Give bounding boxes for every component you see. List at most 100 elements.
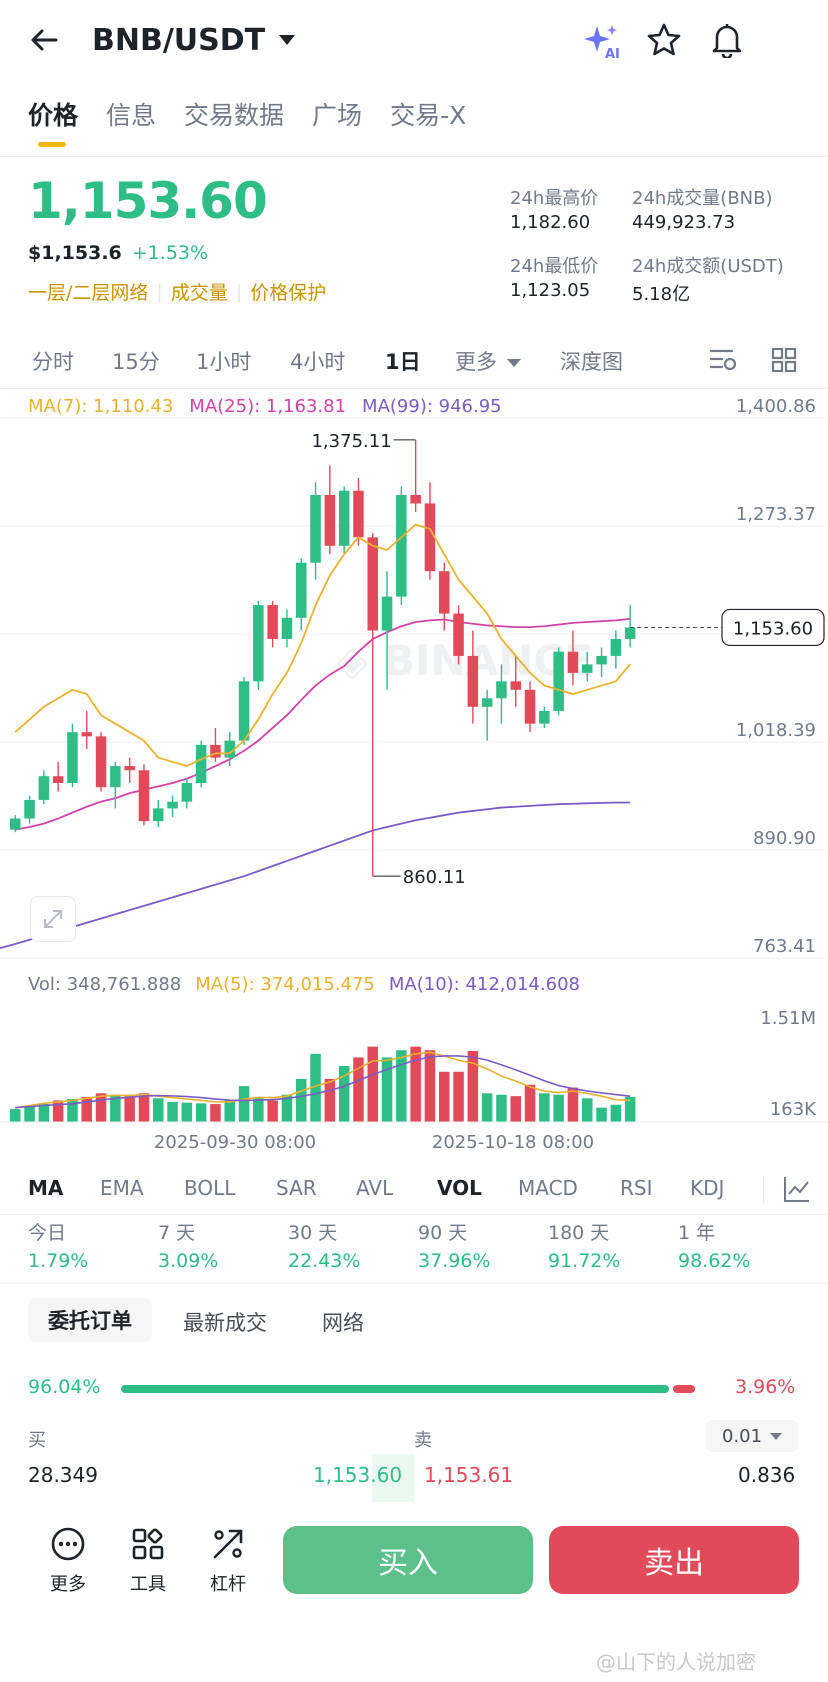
ma99-path	[0, 801, 631, 950]
back-arrow-icon[interactable]	[26, 22, 62, 58]
interval-4h[interactable]: 4小时	[290, 350, 346, 374]
volume-bar	[439, 1071, 450, 1122]
candle-body	[296, 562, 307, 618]
volume-bar	[410, 1046, 421, 1122]
indicator-macd[interactable]: MACD	[518, 1176, 578, 1200]
candle-body	[396, 494, 407, 597]
pair-selector[interactable]: BNB/USDT	[92, 18, 296, 62]
indicator-settings-icon[interactable]	[708, 346, 738, 379]
candle-body	[224, 740, 235, 758]
ai-label: AI	[605, 47, 620, 62]
price-chart[interactable]: ◈ BINANCE 1,400.861,273.371,145.881,018.…	[0, 390, 828, 970]
indicator-boll[interactable]: BOLL	[184, 1176, 236, 1200]
volume-bar	[424, 1050, 436, 1122]
indicator-vol[interactable]: VOL	[437, 1176, 482, 1200]
performance-label: 今日	[28, 1222, 67, 1244]
sell-button[interactable]: 卖出	[549, 1526, 799, 1594]
low-label: 24h最低价	[510, 256, 599, 277]
volume-bar	[481, 1093, 493, 1122]
volume-bar	[67, 1099, 78, 1122]
expand-icon[interactable]	[30, 896, 76, 942]
interval-15m[interactable]: 15分	[112, 350, 160, 374]
tag-volume[interactable]: 成交量	[170, 282, 228, 304]
tab-trade-x[interactable]: 交易-X	[390, 101, 467, 130]
tag-separator: |	[235, 280, 243, 303]
caret-down-icon	[507, 359, 521, 367]
indicator-ma[interactable]: MA	[28, 1176, 64, 1200]
volume-bar	[524, 1084, 536, 1122]
max-price-label: 1,375.11	[311, 431, 391, 452]
interval-1h[interactable]: 1小时	[196, 350, 252, 374]
indicator-avl[interactable]: AVL	[356, 1176, 394, 1200]
more-nav[interactable]: 更多	[40, 1526, 96, 1596]
order-tab-orderbook-label: 委托订单	[48, 1309, 132, 1333]
candle-body	[153, 808, 164, 822]
volume-bar	[467, 1050, 479, 1122]
order-tab-trades[interactable]: 最新成交	[183, 1311, 267, 1335]
ma25-legend: MA(25): 1,163.81	[189, 396, 347, 417]
ma99-legend: MA(99): 946.95	[362, 396, 502, 417]
vol-ma5-legend: MA(5): 374,015.475	[195, 974, 375, 995]
price-tick-label: 1,273.37	[736, 504, 816, 525]
indicator-sar[interactable]: SAR	[276, 1176, 317, 1200]
tab-trading-data[interactable]: 交易数据	[184, 101, 285, 130]
tab-price[interactable]: 价格	[28, 101, 79, 130]
volume-chart[interactable]: 1.51M 163K 2025-09-30 08:00 2025-10-18 08:0…	[0, 1000, 828, 1150]
chart-tool-icon[interactable]	[782, 1174, 812, 1209]
bell-icon[interactable]	[709, 20, 745, 60]
caret-down-icon	[279, 35, 296, 45]
volume-bar	[167, 1101, 178, 1122]
indicator-rsi[interactable]: RSI	[620, 1176, 653, 1200]
candle-body	[338, 490, 350, 546]
divider	[0, 1214, 828, 1215]
interval-more-label: 更多	[455, 350, 497, 374]
candle-body	[381, 596, 393, 631]
performance-row: 今日 1.79% 7 天 3.09% 30 天 22.43% 90 天 37.96% 180 天…	[0, 1218, 828, 1278]
volume-bar	[624, 1096, 636, 1122]
tag-layer-network[interactable]: 一层/二层网络	[28, 282, 149, 304]
interval-line[interactable]: 分时	[32, 350, 74, 374]
volume-tick-label: 1.51M	[760, 1008, 816, 1029]
tag-price-protection[interactable]: 价格保护	[250, 282, 327, 304]
candle-body	[281, 617, 293, 639]
candle-body	[110, 766, 121, 788]
vol-bnb-value: 449,923.73	[632, 212, 736, 233]
tab-square[interactable]: 广场	[312, 101, 363, 130]
indicator-kdj[interactable]: KDJ	[690, 1176, 725, 1200]
interval-more[interactable]: 更多	[455, 346, 521, 376]
volume-bar	[539, 1093, 550, 1122]
order-tab-orderbook[interactable]: 委托订单	[28, 1298, 152, 1342]
ask-price[interactable]: 1,153.61	[424, 1463, 514, 1487]
ai-sparkle-icon[interactable]: AI	[583, 22, 623, 62]
grid-layout-icon[interactable]	[770, 346, 798, 379]
indicator-ema[interactable]: EMA	[100, 1176, 144, 1200]
leverage-nav[interactable]: 杠杆	[200, 1526, 256, 1596]
sell-ratio: 3.96%	[735, 1376, 796, 1398]
candle-body	[353, 490, 364, 538]
interval-1d[interactable]: 1日	[385, 350, 421, 374]
precision-selector[interactable]: 0.01	[706, 1420, 798, 1452]
performance-value: 3.09%	[158, 1250, 219, 1272]
vol-bnb-label: 24h成交量(BNB)	[632, 188, 773, 209]
leverage-icon	[213, 1529, 243, 1559]
order-tab-network[interactable]: 网络	[322, 1311, 364, 1335]
candle-body	[524, 689, 536, 724]
volume-bar	[553, 1094, 564, 1122]
pair-title: BNB/USDT	[92, 22, 266, 58]
low-value: 1,123.05	[510, 280, 591, 301]
candle-body	[624, 627, 636, 639]
performance-value: 1.79%	[28, 1250, 89, 1272]
sell-ratio-bar	[673, 1385, 695, 1393]
bid-price[interactable]: 1,153.60	[313, 1463, 403, 1487]
candle-body	[582, 664, 593, 673]
interval-depth[interactable]: 深度图	[560, 350, 623, 374]
high-value: 1,182.60	[510, 212, 591, 233]
active-tab-indicator	[38, 142, 66, 147]
buy-button[interactable]: 买入	[283, 1526, 533, 1594]
tab-info[interactable]: 信息	[106, 101, 157, 130]
tools-nav[interactable]: 工具	[120, 1526, 176, 1596]
star-icon[interactable]	[646, 22, 682, 58]
ma25-path	[15, 617, 631, 831]
volume-bar	[267, 1100, 278, 1122]
min-price-label: 860.11	[403, 867, 466, 888]
